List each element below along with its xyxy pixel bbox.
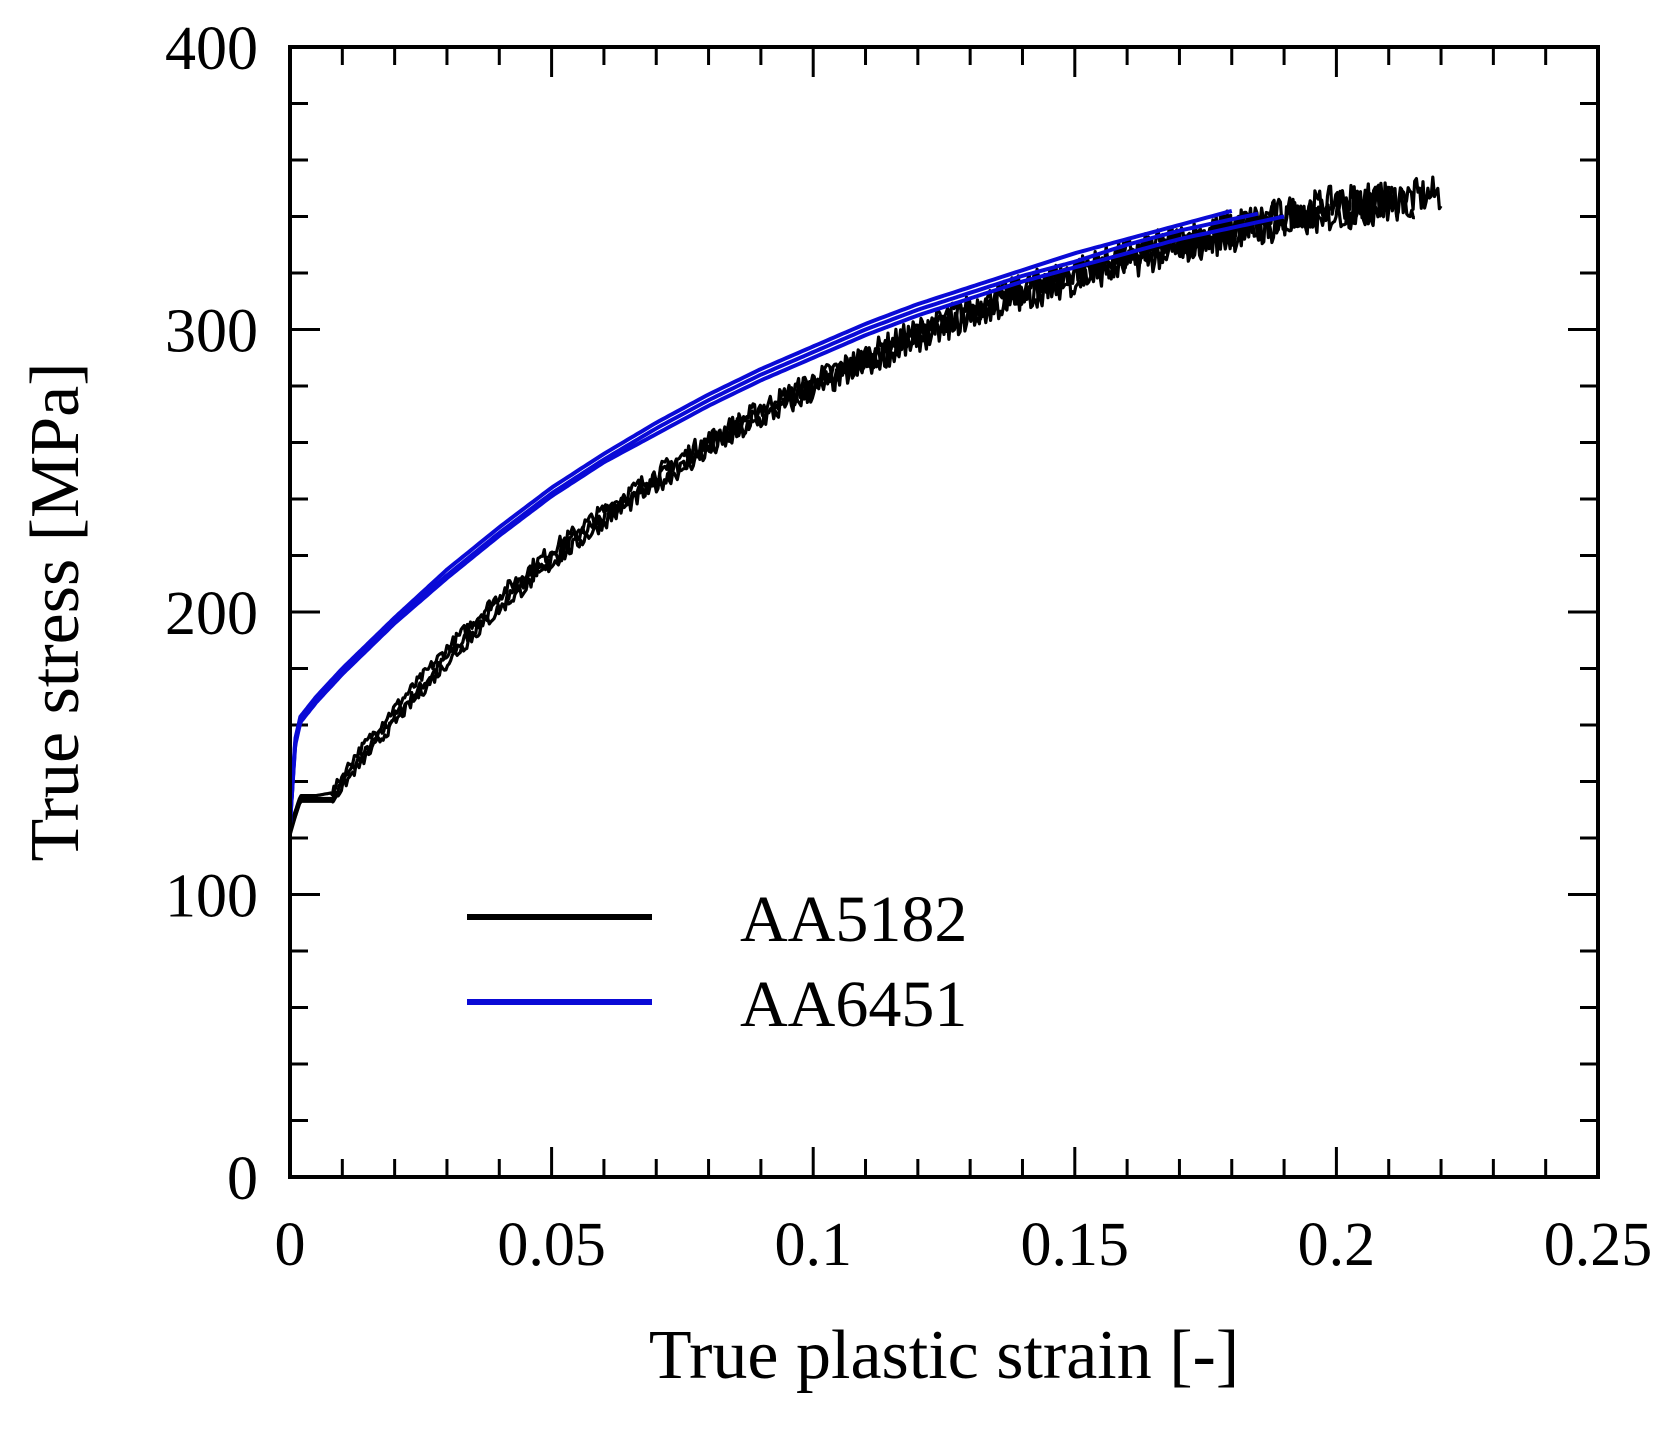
y-tick-labels: 0 100 200 300 400 (165, 15, 258, 1213)
x-tick-labels: 0 0.05 0.1 0.15 0.2 0.25 (275, 1211, 1653, 1279)
legend-label-aa5182: AA5182 (740, 883, 967, 956)
series-aa5182 (288, 175, 1443, 836)
series-line-aa6451 (288, 211, 1259, 825)
x-tick-label: 0.05 (497, 1211, 606, 1279)
series-line-aa6451 (288, 208, 1233, 825)
series-line-aa5182 (288, 175, 1443, 836)
legend: AA5182 AA6451 (467, 883, 967, 1041)
x-tick-label: 0.15 (1021, 1211, 1130, 1279)
y-tick-label: 200 (165, 580, 258, 648)
axis-ticks (288, 45, 1600, 1179)
y-tick-label: 300 (165, 298, 258, 366)
x-axis-title: True plastic strain [-] (649, 1317, 1239, 1394)
series-line-aa6451 (288, 214, 1285, 825)
plot-frame (288, 45, 1600, 1179)
series-line-aa5182 (288, 181, 1391, 828)
legend-label-aa6451: AA6451 (740, 968, 967, 1041)
y-tick-label: 100 (165, 863, 258, 931)
x-tick-label: 0.1 (774, 1211, 852, 1279)
plot-series (288, 175, 1443, 836)
x-tick-label: 0.2 (1298, 1211, 1376, 1279)
y-axis-title: True stress [MPa] (17, 362, 94, 861)
series-line-aa5182 (288, 186, 1415, 833)
x-tick-label: 0.25 (1544, 1211, 1653, 1279)
series-aa6451 (288, 208, 1285, 825)
x-tick-label: 0 (275, 1211, 306, 1279)
y-tick-label: 0 (227, 1145, 258, 1213)
y-tick-label: 400 (165, 15, 258, 83)
